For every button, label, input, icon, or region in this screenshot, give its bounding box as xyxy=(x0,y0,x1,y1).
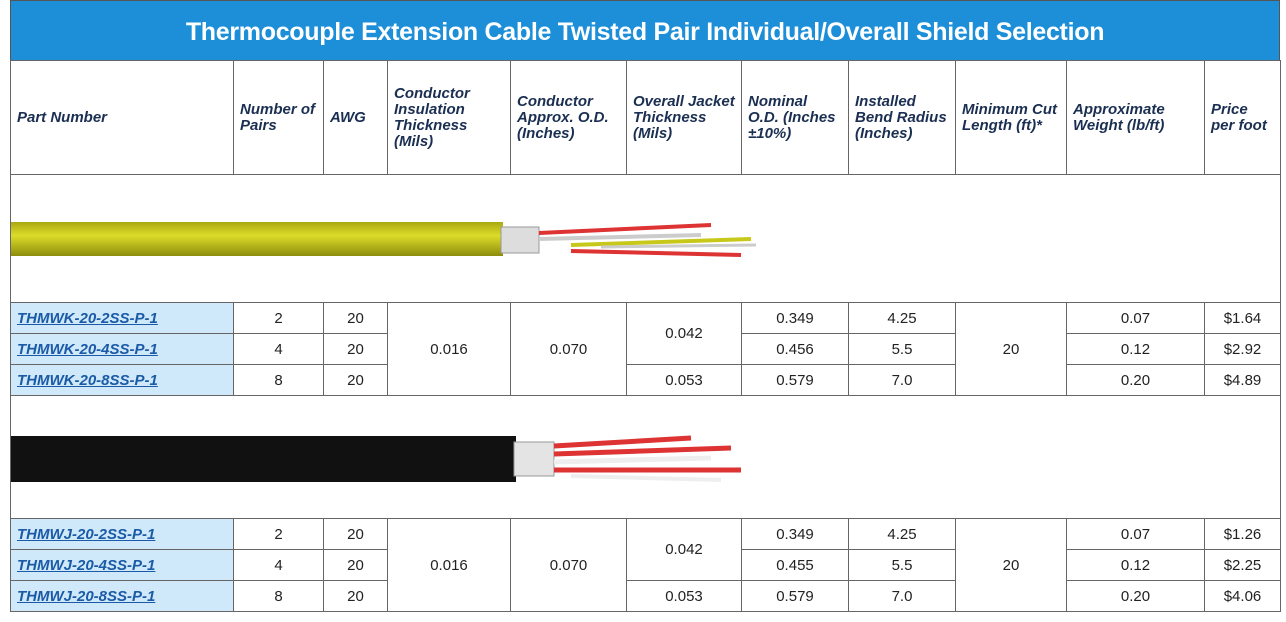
cell: 0.042 xyxy=(627,303,742,365)
selection-table: Thermocouple Extension Cable Twisted Pai… xyxy=(10,0,1280,612)
cell: 0.053 xyxy=(627,581,742,612)
cell: 0.053 xyxy=(627,365,742,396)
cell: 4 xyxy=(234,334,324,365)
cell: 7.0 xyxy=(849,365,956,396)
cell: 5.5 xyxy=(849,550,956,581)
cell: $2.92 xyxy=(1205,334,1281,365)
part-cell: THMWJ-20-4SS-P-1 xyxy=(11,550,234,581)
cell: 0.070 xyxy=(511,303,627,396)
cell: 7.0 xyxy=(849,581,956,612)
cell: 20 xyxy=(324,303,388,334)
image-row xyxy=(11,175,1281,303)
part-cell: THMWK-20-8SS-P-1 xyxy=(11,365,234,396)
column-header: Price per foot xyxy=(1205,61,1281,175)
image-row xyxy=(11,396,1281,519)
cell: 0.12 xyxy=(1067,334,1205,365)
part-link[interactable]: THMWK-20-8SS-P-1 xyxy=(17,372,158,389)
cell: 20 xyxy=(324,365,388,396)
part-cell: THMWJ-20-2SS-P-1 xyxy=(11,519,234,550)
cell: 8 xyxy=(234,365,324,396)
table-title: Thermocouple Extension Cable Twisted Pai… xyxy=(10,0,1280,60)
part-link[interactable]: THMWK-20-4SS-P-1 xyxy=(17,341,158,358)
cell: $1.26 xyxy=(1205,519,1281,550)
cable-image xyxy=(11,175,1279,298)
cell: 5.5 xyxy=(849,334,956,365)
column-header: Nominal O.D. (Inches ±10%) xyxy=(742,61,849,175)
cell: 2 xyxy=(234,519,324,550)
column-header: Minimum Cut Length (ft)* xyxy=(956,61,1067,175)
cell: 20 xyxy=(956,519,1067,612)
cell: 0.042 xyxy=(627,519,742,581)
cell: 0.016 xyxy=(388,519,511,612)
cell: 0.07 xyxy=(1067,303,1205,334)
cell: 0.455 xyxy=(742,550,849,581)
part-link[interactable]: THMWK-20-2SS-P-1 xyxy=(17,310,158,327)
cell: 4.25 xyxy=(849,303,956,334)
column-header: Conductor Insulation Thickness (Mils) xyxy=(388,61,511,175)
cell: 20 xyxy=(324,519,388,550)
column-header: Conductor Approx. O.D. (Inches) xyxy=(511,61,627,175)
image-cell xyxy=(11,175,1281,303)
column-header: Number of Pairs xyxy=(234,61,324,175)
cable-image xyxy=(11,396,1279,514)
cell: 0.07 xyxy=(1067,519,1205,550)
cell: 0.016 xyxy=(388,303,511,396)
part-cell: THMWJ-20-8SS-P-1 xyxy=(11,581,234,612)
column-header: Part Number xyxy=(11,61,234,175)
cell: 4 xyxy=(234,550,324,581)
cell: 0.20 xyxy=(1067,581,1205,612)
cell: $4.06 xyxy=(1205,581,1281,612)
part-link[interactable]: THMWJ-20-2SS-P-1 xyxy=(17,526,155,543)
cell: 0.579 xyxy=(742,365,849,396)
column-header: Approximate Weight (lb/ft) xyxy=(1067,61,1205,175)
column-header: Overall Jacket Thickness (Mils) xyxy=(627,61,742,175)
page: Thermocouple Extension Cable Twisted Pai… xyxy=(0,0,1286,622)
cell: 20 xyxy=(956,303,1067,396)
cell: 0.070 xyxy=(511,519,627,612)
cell: 20 xyxy=(324,581,388,612)
cell: 4.25 xyxy=(849,519,956,550)
part-link[interactable]: THMWJ-20-4SS-P-1 xyxy=(17,557,155,574)
cell: 8 xyxy=(234,581,324,612)
column-header: Installed Bend Radius (Inches) xyxy=(849,61,956,175)
cell: 0.456 xyxy=(742,334,849,365)
cell: 0.12 xyxy=(1067,550,1205,581)
part-cell: THMWK-20-2SS-P-1 xyxy=(11,303,234,334)
cell: $1.64 xyxy=(1205,303,1281,334)
cell: 0.579 xyxy=(742,581,849,612)
cell: 0.349 xyxy=(742,519,849,550)
cell: 2 xyxy=(234,303,324,334)
part-link[interactable]: THMWJ-20-8SS-P-1 xyxy=(17,588,155,605)
cell: 0.20 xyxy=(1067,365,1205,396)
cell: $4.89 xyxy=(1205,365,1281,396)
part-cell: THMWK-20-4SS-P-1 xyxy=(11,334,234,365)
image-cell xyxy=(11,396,1281,519)
cell: 0.349 xyxy=(742,303,849,334)
column-header: AWG xyxy=(324,61,388,175)
cell: $2.25 xyxy=(1205,550,1281,581)
cell: 20 xyxy=(324,550,388,581)
cell: 20 xyxy=(324,334,388,365)
